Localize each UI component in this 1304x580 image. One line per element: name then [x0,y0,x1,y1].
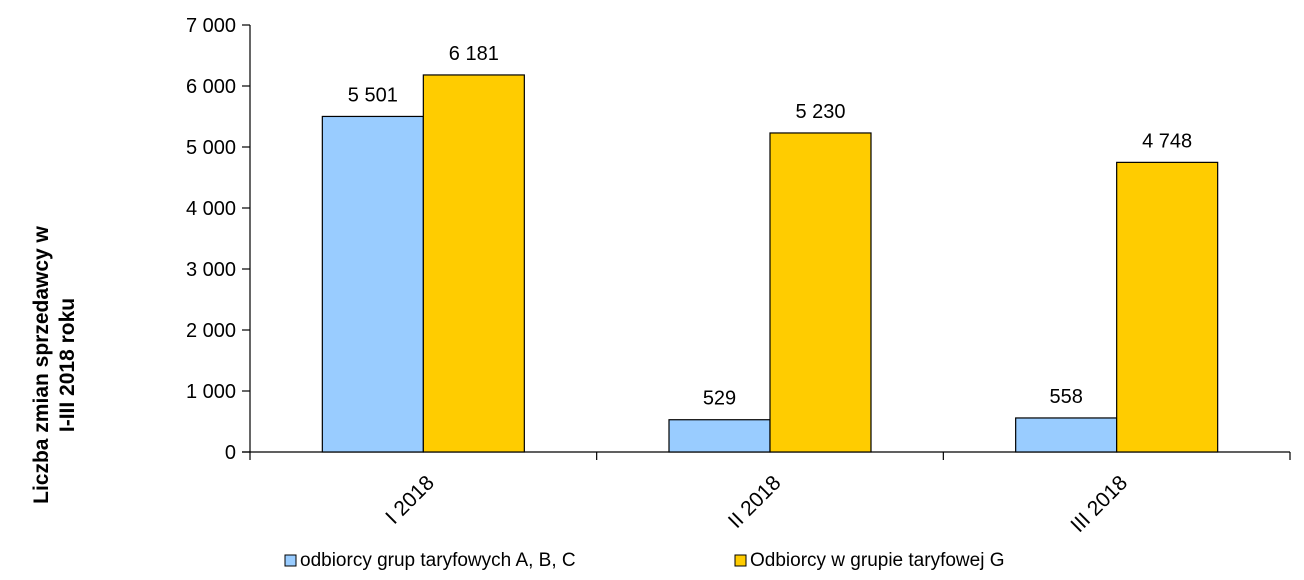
legend: odbiorcy grup taryfowych A, B, C Odbiorcy… [284,550,1005,571]
y-tick-label: 6 000 [186,76,236,98]
data-label: 558 [1049,386,1082,408]
data-label: 6 181 [449,43,499,65]
y-axis-label: Liczba zmian sprzedawcy w I-III 2018 rok… [30,225,79,503]
x-tick-label: III 2018 [1066,471,1132,537]
y-tick-label: 4 000 [186,198,236,220]
bars [321,74,1219,453]
data-label: 5 230 [795,101,845,123]
x-tick-label: II 2018 [724,471,786,533]
bar-g-3 [1116,161,1219,453]
y-axis-label-line-1: Liczba zmian sprzedawcy w [30,225,53,503]
y-axis-label-line-2: I-III 2018 roku [56,298,79,432]
data-label: 5 501 [348,84,398,106]
y-tick-label: 3 000 [186,259,236,281]
legend-swatch [734,554,747,567]
legend-label: odbiorcy grup taryfowych A, B, C [300,550,576,571]
y-tick-label: 2 000 [186,320,236,342]
y-tick-label: 5 000 [186,137,236,159]
legend-swatch [284,554,297,567]
bar-abc-3 [1015,417,1118,453]
bar-abc-1 [321,115,424,453]
y-tick-label: 7 000 [186,15,236,37]
bar-g-1 [422,74,525,453]
bar-abc-2 [668,419,771,453]
legend-label: Odbiorcy w grupie taryfowej G [750,550,1005,571]
bar-g-2 [769,132,872,453]
y-tick-label: 0 [225,442,236,464]
data-label: 4 748 [1142,130,1192,152]
data-label: 529 [703,388,736,410]
y-tick-label: 1 000 [186,381,236,403]
x-tick-label: I 2018 [381,471,439,529]
data-labels: 5 501 6 181 529 5 230 558 4 748 [348,43,1192,410]
